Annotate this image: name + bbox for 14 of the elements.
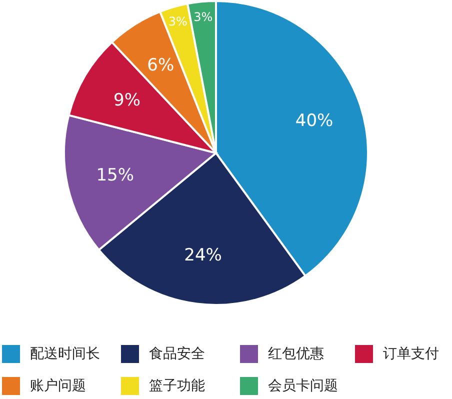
legend-label: 篮子功能 <box>149 378 205 394</box>
data-label: 24% <box>184 246 222 266</box>
legend-label: 订单支付 <box>383 346 439 362</box>
data-label: 40% <box>295 111 334 132</box>
legend-label: 红包优惠 <box>268 346 324 362</box>
legend-label: 会员卡问题 <box>268 378 338 394</box>
data-label: 3% <box>168 14 188 29</box>
legend-label: 配送时间长 <box>30 346 100 362</box>
data-label: 3% <box>194 10 213 24</box>
data-label: 6% <box>147 56 174 76</box>
legend-label: 食品安全 <box>149 346 205 362</box>
data-label: 9% <box>114 90 141 110</box>
data-label: 15% <box>96 166 134 186</box>
legend-label: 账户问题 <box>30 378 86 394</box>
